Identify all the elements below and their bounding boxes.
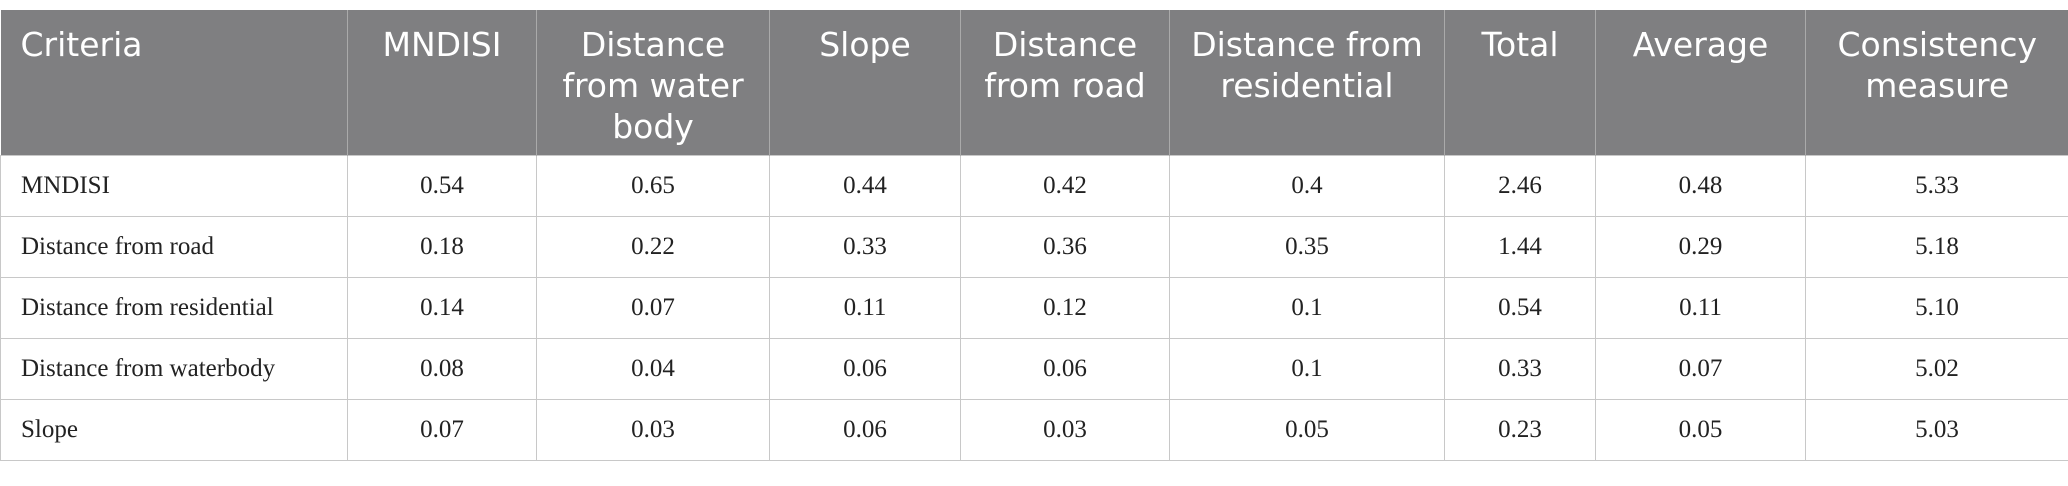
header-cell: MNDISI [347,10,537,156]
table-row: Distance from waterbody 0.08 0.04 0.06 0.06 0… [0,338,2068,400]
row-label: Slope [0,399,348,461]
table-cell: 5.18 [1805,216,2068,278]
data-table: Criteria MNDISI Distance from water body Sl… [0,10,2068,461]
table-cell: 0.29 [1595,216,1806,278]
table-cell: 0.36 [960,216,1170,278]
table-cell: 0.54 [347,155,537,217]
table-cell: 5.10 [1805,277,2068,339]
table-cell: 0.06 [769,338,961,400]
table-cell: 0.42 [960,155,1170,217]
table-cell: 0.08 [347,338,537,400]
table-cell: 0.04 [536,338,770,400]
table-body: MNDISI 0.54 0.65 0.44 0.42 0.4 2.46 0.48 5.33 Dis… [0,155,2068,461]
header-cell: Distance from residential [1169,10,1445,156]
table-cell: 5.33 [1805,155,2068,217]
table-cell: 0.44 [769,155,961,217]
table-cell: 2.46 [1444,155,1596,217]
table-cell: 1.44 [1444,216,1596,278]
table-cell: 0.1 [1169,277,1445,339]
table-cell: 0.23 [1444,399,1596,461]
table-cell: 0.05 [1595,399,1806,461]
header-cell: Average [1595,10,1806,156]
row-label: MNDISI [0,155,348,217]
table-cell: 0.06 [960,338,1170,400]
table-cell: 0.35 [1169,216,1445,278]
table-cell: 0.03 [960,399,1170,461]
table-cell: 0.12 [960,277,1170,339]
table-cell: 0.33 [1444,338,1596,400]
row-label: Distance from waterbody [0,338,348,400]
table-row: Slope 0.07 0.03 0.06 0.03 0.05 0.23 0.05 5.03 [0,399,2068,461]
table-cell: 0.03 [536,399,770,461]
table-cell: 0.07 [347,399,537,461]
table-cell: 0.22 [536,216,770,278]
table-row: Distance from residential 0.14 0.07 0.11 0.1… [0,277,2068,339]
table-cell: 0.14 [347,277,537,339]
table-cell: 0.54 [1444,277,1596,339]
header-row: Criteria MNDISI Distance from water body Sl… [0,10,2068,156]
table-cell: 0.18 [347,216,537,278]
header-cell: Slope [769,10,961,156]
table-header: Criteria MNDISI Distance from water body Sl… [0,10,2068,156]
table-cell: 0.4 [1169,155,1445,217]
table-cell: 0.1 [1169,338,1445,400]
header-cell: Distance from road [960,10,1170,156]
row-label: Distance from road [0,216,348,278]
header-cell: Criteria [0,10,348,156]
table-row: Distance from road 0.18 0.22 0.33 0.36 0.35 1.… [0,216,2068,278]
header-cell: Total [1444,10,1596,156]
table-cell: 5.02 [1805,338,2068,400]
table-cell: 0.33 [769,216,961,278]
table-cell: 0.07 [536,277,770,339]
table-cell: 0.11 [1595,277,1806,339]
table-cell: 0.05 [1169,399,1445,461]
table-row: MNDISI 0.54 0.65 0.44 0.42 0.4 2.46 0.48 5.33 [0,155,2068,217]
table-cell: 0.11 [769,277,961,339]
table-cell: 0.48 [1595,155,1806,217]
header-cell: Consistency measure [1805,10,2068,156]
row-label: Distance from residential [0,277,348,339]
header-cell: Distance from water body [536,10,770,156]
table-cell: 0.07 [1595,338,1806,400]
table-cell: 0.65 [536,155,770,217]
table-cell: 0.06 [769,399,961,461]
table-cell: 5.03 [1805,399,2068,461]
